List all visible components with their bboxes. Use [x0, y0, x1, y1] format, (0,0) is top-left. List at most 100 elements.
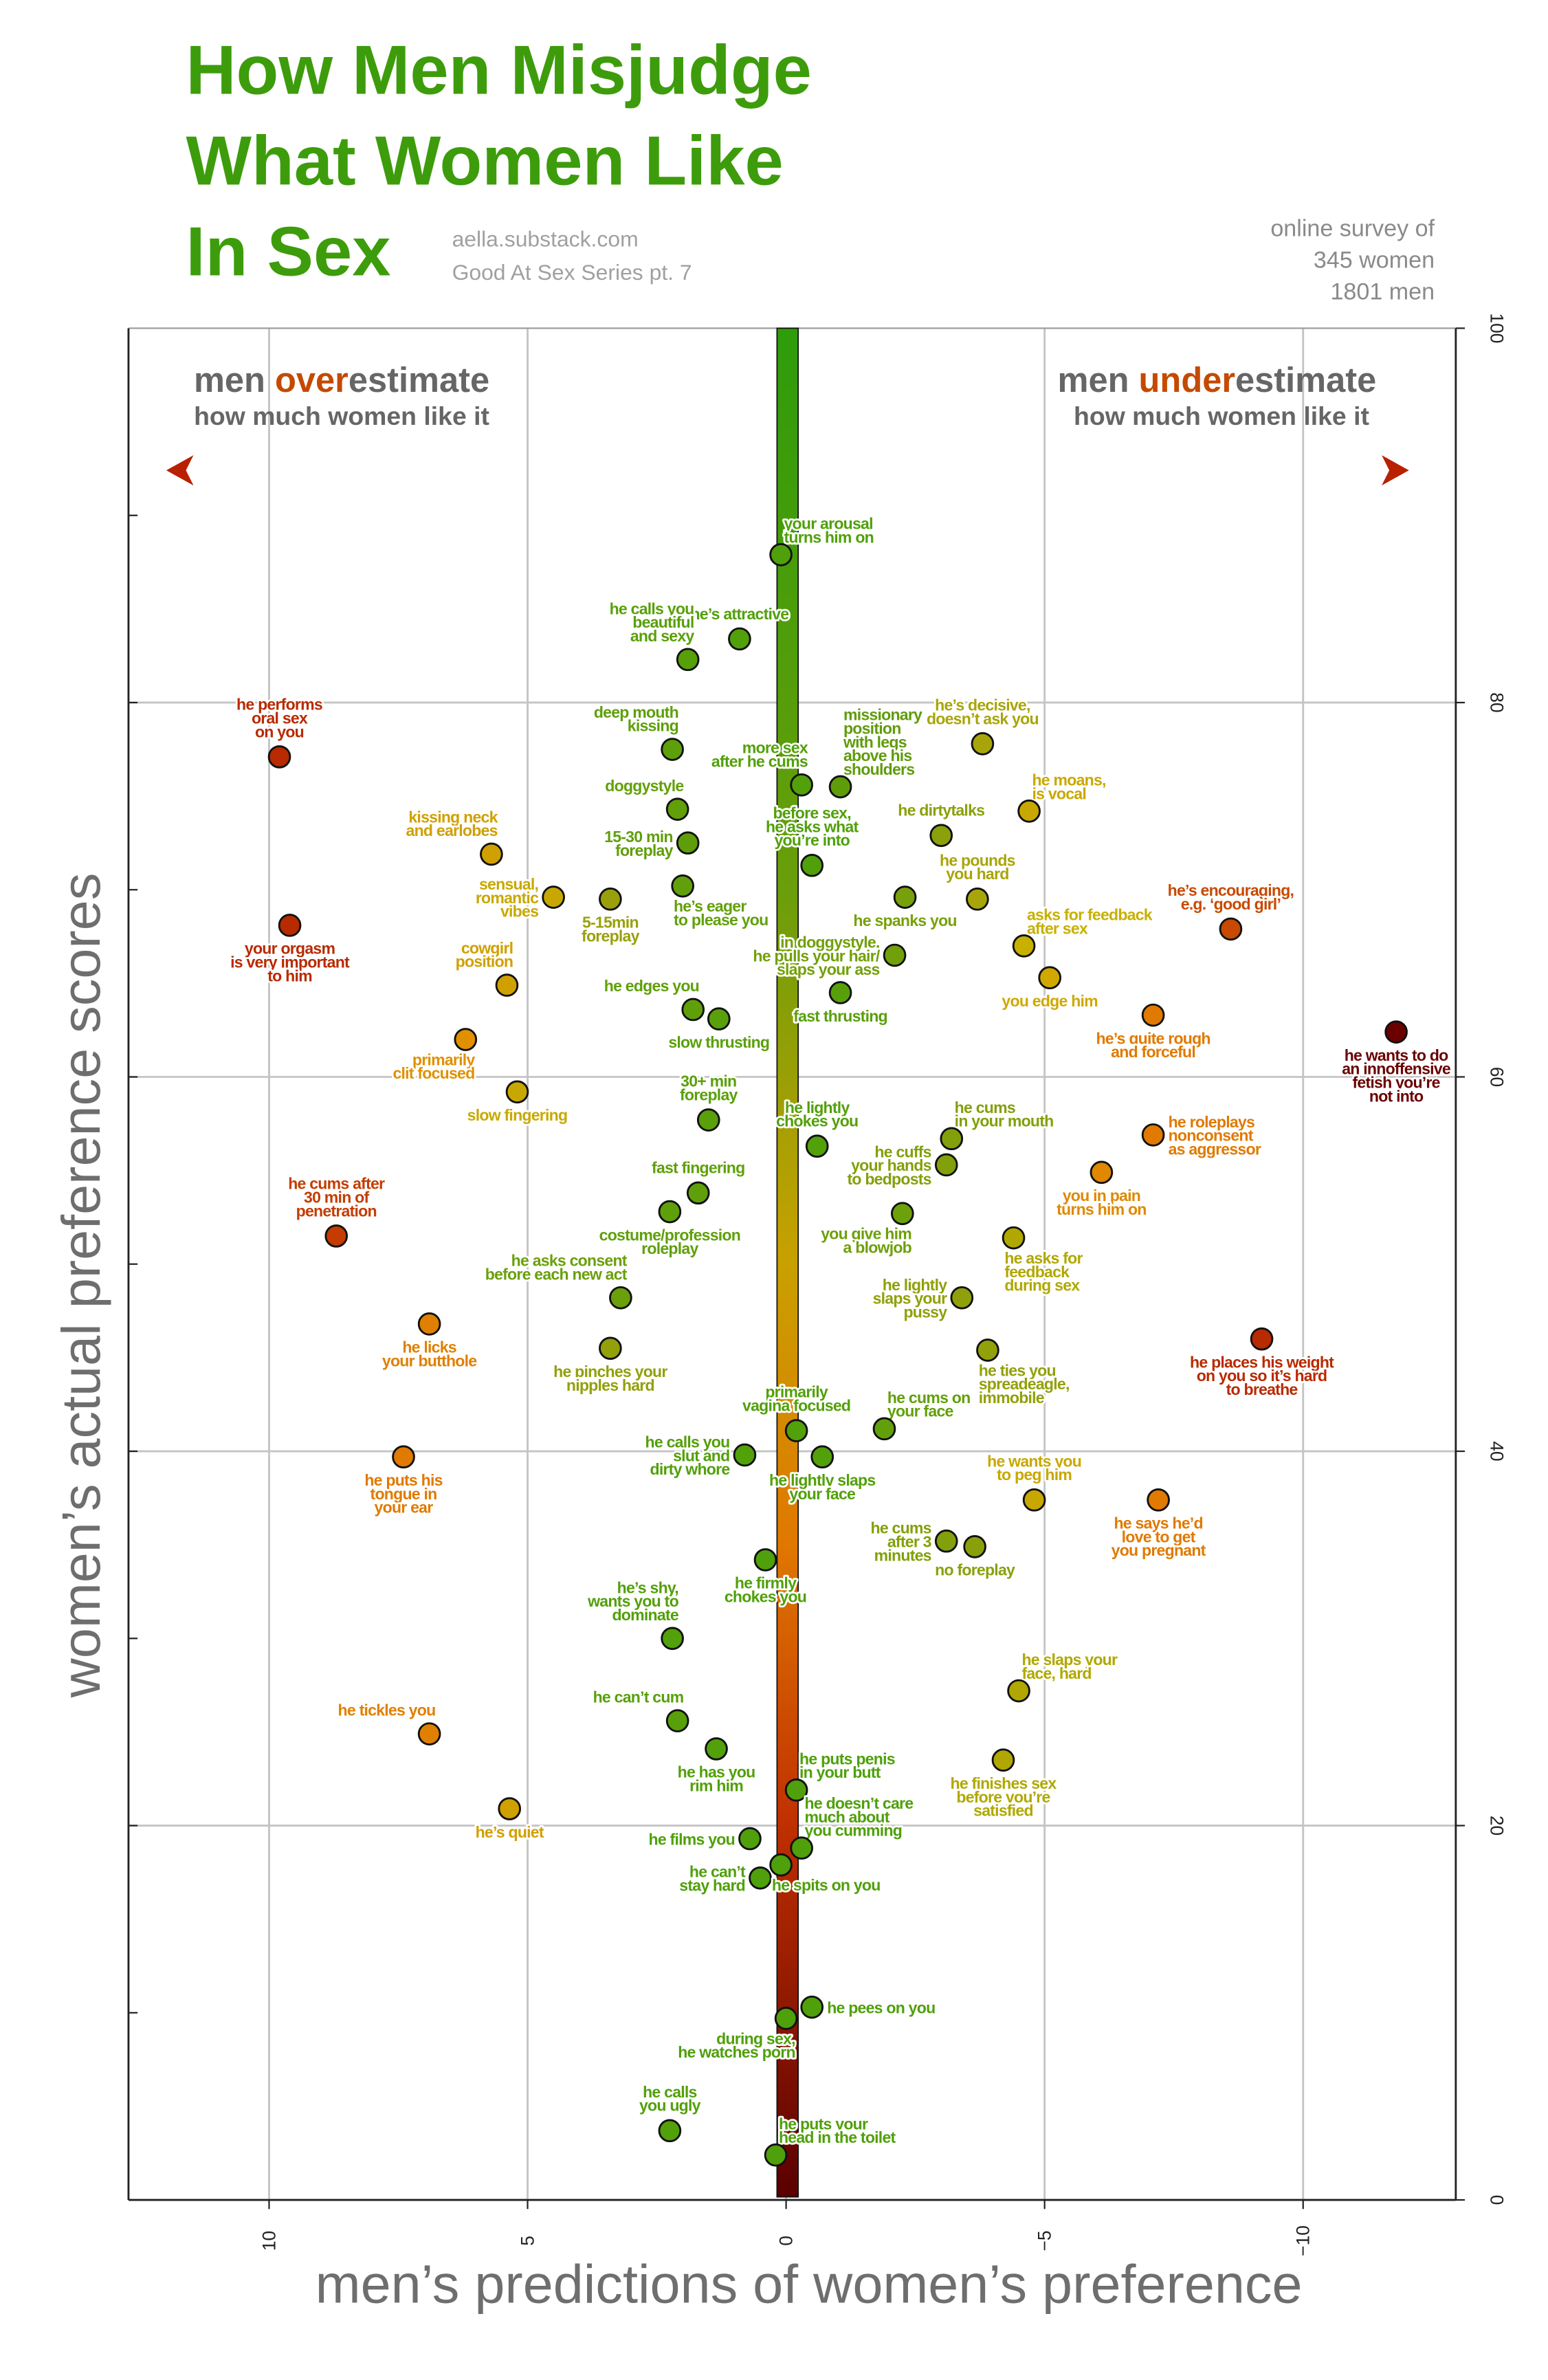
point-marker[interactable]	[1219, 917, 1243, 941]
data-point[interactable]: he cums after 30 min of penetration	[286, 1173, 388, 1248]
data-point[interactable]: he doesn’t care much about you cumming	[790, 1792, 916, 1860]
data-point[interactable]: he ties you spreadeagle, immobile	[976, 1338, 1072, 1409]
point-marker[interactable]	[661, 738, 684, 761]
point-marker[interactable]	[1147, 1488, 1170, 1512]
data-point[interactable]: you in pain turns him on	[1054, 1160, 1149, 1220]
point-marker[interactable]	[705, 1737, 728, 1761]
point-marker[interactable]	[940, 1127, 964, 1151]
data-point[interactable]: he can’t stay hard	[678, 1861, 772, 1896]
data-point[interactable]: he’s quite rough and forceful	[1094, 1003, 1213, 1063]
point-marker[interactable]	[800, 1995, 824, 2019]
point-marker[interactable]	[828, 775, 852, 799]
point-marker[interactable]	[686, 1181, 710, 1205]
data-point[interactable]: 15-30 min foreplay	[602, 826, 700, 861]
data-point[interactable]: he’s decisive, doesn’t ask you	[925, 694, 1041, 756]
point-marker[interactable]	[991, 1748, 1015, 1772]
data-point[interactable]: primarily vagina focused	[740, 1381, 853, 1442]
point-marker[interactable]	[505, 1080, 529, 1104]
data-point[interactable]: he spanks you	[852, 885, 959, 932]
data-point[interactable]: he lightly slaps your pussy	[871, 1274, 974, 1323]
data-point[interactable]: he’s eager to please you	[671, 874, 771, 931]
data-point[interactable]: asks for feedback after sex	[1012, 904, 1155, 958]
data-point[interactable]: he cuffs your hands to bedposts	[845, 1141, 958, 1190]
point-marker[interactable]	[609, 1286, 632, 1310]
data-point[interactable]: he cums after 3 minutes	[869, 1517, 958, 1566]
point-marker[interactable]	[800, 854, 824, 877]
data-point[interactable]: he wants to do an innoffensive fetish you’…	[1340, 1020, 1453, 1107]
point-marker[interactable]	[480, 842, 503, 866]
data-point[interactable]: costume/profession roleplay	[597, 1200, 743, 1259]
data-point[interactable]: he firmly chokes you	[722, 1548, 809, 1607]
point-marker[interactable]	[890, 1202, 914, 1226]
point-marker[interactable]	[658, 1200, 682, 1224]
point-marker[interactable]	[872, 1417, 896, 1441]
data-point[interactable]: missionary position with legs above his shou…	[828, 704, 925, 799]
point-marker[interactable]	[966, 888, 989, 911]
data-point[interactable]: primarily clit focused	[391, 1028, 478, 1084]
point-marker[interactable]	[733, 1443, 757, 1467]
data-point[interactable]: he roleplays nonconsent as aggressor	[1141, 1111, 1263, 1160]
point-marker[interactable]	[681, 998, 705, 1022]
point-marker[interactable]	[769, 543, 793, 566]
data-point[interactable]: he pounds you hard	[938, 850, 1017, 911]
point-marker[interactable]	[676, 831, 700, 855]
data-point[interactable]: he moans, is vocal	[1017, 769, 1108, 823]
data-point[interactable]: he asks for feedback during sex	[1002, 1226, 1085, 1296]
point-marker[interactable]	[749, 1866, 772, 1890]
point-marker[interactable]	[696, 1108, 720, 1132]
point-marker[interactable]	[495, 973, 519, 997]
data-point[interactable]: he calls you slut and dirty whore	[643, 1431, 757, 1480]
data-point[interactable]: he slaps your face, hard	[1007, 1649, 1120, 1703]
point-marker[interactable]	[542, 885, 565, 909]
data-point[interactable]: he tickles you	[336, 1699, 441, 1745]
point-marker[interactable]	[934, 1529, 958, 1553]
point-marker[interactable]	[790, 1836, 813, 1860]
point-marker[interactable]	[971, 732, 995, 756]
point-marker[interactable]	[599, 1336, 622, 1360]
point-marker[interactable]	[417, 1312, 441, 1336]
data-point[interactable]: fast fingering	[650, 1157, 747, 1205]
data-point[interactable]: he’s encouraging, e.g. ‘good girl’	[1166, 879, 1296, 941]
data-point[interactable]: he finishes sex before you’re satisfied	[949, 1748, 1059, 1821]
point-marker[interactable]	[738, 1827, 762, 1851]
point-marker[interactable]	[661, 1627, 684, 1651]
data-point[interactable]: he calls you beautiful and sexy	[608, 598, 700, 672]
point-marker[interactable]	[1002, 1226, 1026, 1250]
point-marker[interactable]	[1384, 1020, 1408, 1044]
data-point[interactable]: he’s quiet	[474, 1797, 546, 1843]
point-marker[interactable]	[810, 1445, 834, 1469]
data-point[interactable]: he licks your butthole	[380, 1312, 480, 1371]
data-point[interactable]: cowgirl position	[454, 937, 519, 997]
point-marker[interactable]	[498, 1797, 522, 1820]
data-point[interactable]: slow thrusting	[667, 1007, 772, 1053]
data-point[interactable]: he puts penis in your butt	[784, 1748, 897, 1802]
data-point[interactable]: 5-15min foreplay	[579, 888, 642, 947]
data-point[interactable]: during sex, he watches porn	[676, 2007, 798, 2063]
point-marker[interactable]	[1141, 1123, 1165, 1147]
point-marker[interactable]	[728, 627, 751, 651]
data-point[interactable]: he says he’d love to get you pregnant	[1109, 1488, 1208, 1561]
data-point[interactable]: he wants you to peg him	[985, 1451, 1084, 1512]
point-marker[interactable]	[676, 648, 700, 672]
point-marker[interactable]	[324, 1224, 349, 1248]
data-point[interactable]: you edge him	[1000, 966, 1101, 1012]
point-marker[interactable]	[267, 745, 291, 769]
point-marker[interactable]	[976, 1338, 999, 1362]
data-point[interactable]: he lightly slaps your face	[767, 1445, 878, 1505]
data-point[interactable]: 30+ min foreplay	[678, 1070, 740, 1132]
data-point[interactable]: no foreplay	[933, 1535, 1018, 1580]
data-point[interactable]: he edges you	[602, 975, 705, 1022]
data-point[interactable]: doggystyle	[604, 775, 689, 821]
data-point[interactable]: slow fingering	[465, 1080, 570, 1126]
data-point[interactable]: he asks consent before each new act	[483, 1250, 632, 1310]
data-point[interactable]: in doggystyle, he pulls your hair/slaps y…	[751, 932, 907, 980]
data-point[interactable]: he puts his tongue in your ear	[363, 1445, 445, 1518]
data-point[interactable]: he spits on you	[769, 1853, 883, 1896]
point-marker[interactable]	[278, 914, 302, 937]
data-point[interactable]: he performs oral sex on you	[234, 694, 324, 769]
point-marker[interactable]	[790, 773, 813, 797]
data-point[interactable]: your orgasm is very important to him	[228, 914, 353, 987]
data-point[interactable]: more sex after he cums	[709, 737, 813, 797]
point-marker[interactable]	[784, 1778, 808, 1802]
data-point[interactable]: he calls you ugly	[637, 2081, 703, 2143]
